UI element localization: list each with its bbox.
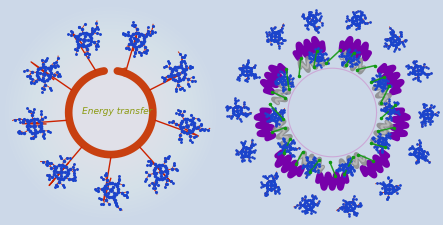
Text: Energy transfer: Energy transfer xyxy=(82,107,152,116)
